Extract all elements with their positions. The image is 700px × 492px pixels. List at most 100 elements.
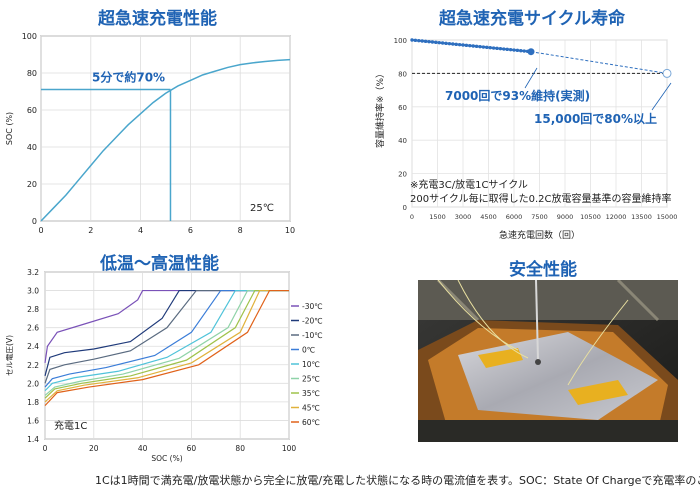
x-tick-label: 100 — [282, 444, 297, 453]
y-axis-label: 容量維持率※（%） — [374, 69, 386, 148]
series-line — [44, 289, 289, 392]
y-tick-label: 0 — [32, 217, 37, 226]
measured-point — [437, 40, 441, 45]
measured-point — [488, 45, 492, 50]
annotation-text: 5分で約70% — [92, 70, 165, 85]
x-axis-label: SOC (%) — [151, 454, 182, 463]
y-tick-label: 20 — [27, 180, 37, 189]
measured-point — [457, 42, 462, 47]
y-tick-label: 1.4 — [27, 435, 39, 444]
y-tick-label: 2.4 — [27, 342, 39, 351]
temperature-performance-chart: 1.4 1.6 1.8 2.0 2.2 2.4 2.6 2.8 3.0 3.2 0 20 40 60 80 1… — [5, 268, 323, 463]
x-tick-label: 8 — [238, 226, 243, 235]
legend-label: 45℃ — [302, 404, 320, 413]
projected-line — [530, 51, 668, 74]
measured-point — [512, 48, 516, 52]
legend-label: 60℃ — [302, 418, 320, 427]
measured-point — [461, 43, 465, 47]
x-tick-label: 2 — [88, 226, 93, 235]
charging-performance-chart: 0204060801000246810Charging time [min]SO… — [5, 32, 295, 235]
x-tick-label: 9000 — [557, 213, 574, 221]
y-tick-label: 20 — [398, 171, 407, 179]
annotation-measured: 7000回で93%維持(実測) — [445, 88, 590, 103]
photo-title: 安全性能 — [509, 260, 577, 280]
measured-point — [423, 39, 428, 44]
y-tick-label: 80 — [27, 69, 37, 78]
measured-point — [444, 41, 448, 46]
y-axis-label: セル電圧(V) — [5, 335, 14, 376]
measured-point — [478, 44, 482, 49]
inner-label: 充電1C — [54, 419, 87, 432]
note-line-2: 200サイクル毎に取得した0.2C放電容量基準の容量維持率 — [410, 192, 671, 205]
x-tick-label: 40 — [138, 444, 148, 453]
x-tick-label: 10500 — [580, 213, 601, 221]
legend-label: 10℃ — [302, 360, 320, 369]
measured-point — [505, 47, 509, 52]
measured-point — [434, 40, 438, 45]
y-tick-label: 3.0 — [27, 287, 39, 296]
measured-point — [454, 42, 458, 47]
cycle-life-chart: 0 20 40 60 80 100 0 1500 3000 4500 6000 7500 9000 105… — [374, 37, 678, 241]
measured-point — [508, 47, 513, 52]
x-axis-label: 急速充電回数（回） — [499, 229, 580, 241]
x-tick-label: 80 — [235, 444, 245, 453]
x-tick-label: 13500 — [631, 213, 652, 221]
measured-point — [451, 42, 455, 46]
y-tick-label: 2.2 — [27, 361, 39, 370]
x-tick-label: 15000 — [657, 213, 678, 221]
legend-label: 35℃ — [302, 389, 320, 398]
measured-point — [410, 38, 414, 42]
plot-frame — [44, 271, 290, 440]
x-tick-label: 1500 — [429, 213, 446, 221]
legend-label: -30℃ — [302, 302, 323, 311]
measured-point — [474, 44, 479, 49]
measured-point — [420, 39, 424, 43]
x-tick-label: 0 — [43, 444, 48, 453]
note-line-1: ※充電3C/放電1Cサイクル — [410, 178, 528, 191]
series-line — [44, 289, 289, 407]
measured-point — [430, 40, 435, 44]
measured-point — [485, 45, 489, 50]
plot-frame — [40, 35, 291, 222]
annotation-arrow-projected — [651, 82, 672, 111]
x-tick-label: 20 — [89, 444, 99, 453]
y-tick-label: 2.6 — [27, 324, 39, 333]
series-line — [44, 289, 289, 384]
measured-point — [447, 41, 452, 46]
chart1-title: 超急速充電性能 — [98, 9, 217, 29]
temperature-label: 25℃ — [250, 203, 274, 214]
series-line — [44, 289, 289, 396]
y-tick-label: 1.6 — [27, 416, 39, 425]
x-tick-label: 10 — [285, 226, 295, 235]
measured-point — [417, 38, 421, 43]
measured-point — [471, 44, 475, 48]
y-tick-label: 100 — [22, 32, 37, 41]
y-axis-label: SOC (%) — [5, 112, 14, 145]
legend-label: -10℃ — [302, 331, 323, 340]
y-tick-label: 60 — [27, 106, 37, 115]
measured-point — [515, 48, 520, 53]
x-tick-label: 6 — [188, 226, 193, 235]
x-tick-label: 60 — [187, 444, 197, 453]
annotation-projected: 15,000回で80%以上 — [534, 111, 657, 126]
battery-nail-penetration-photo — [418, 280, 678, 442]
measured-point — [440, 41, 445, 45]
measured-point — [413, 38, 418, 43]
measured-point — [481, 45, 486, 49]
y-tick-label: 80 — [398, 70, 407, 78]
y-tick-label: 2.8 — [27, 305, 39, 314]
chart3-title: 低温～高温性能 — [100, 254, 219, 274]
series-line — [44, 289, 289, 364]
projected-end-point — [662, 68, 672, 78]
chart2-title: 超急速充電サイクル寿命 — [439, 9, 626, 29]
legend-label: 0℃ — [302, 346, 315, 355]
footnote: 1Cは1時間で満充電/放電状態から完全に放電/充電した状態になる時の電流値を表す… — [95, 474, 700, 487]
series-line — [44, 289, 289, 377]
x-tick-label: 4 — [138, 226, 143, 235]
measured-point — [519, 48, 523, 53]
measured-point — [491, 46, 496, 50]
x-tick-label: 0 — [38, 226, 43, 235]
measured-point — [522, 49, 526, 53]
measured-point — [427, 39, 431, 44]
x-tick-label: 12000 — [606, 213, 627, 221]
